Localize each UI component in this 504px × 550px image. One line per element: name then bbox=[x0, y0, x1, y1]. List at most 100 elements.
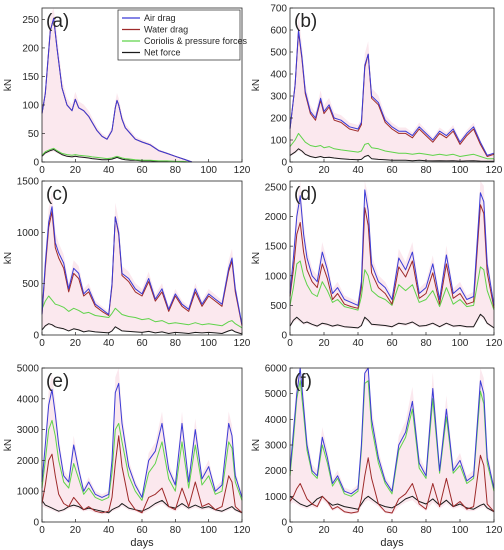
x-tick-label: 40 bbox=[103, 165, 115, 176]
x-tick-label: 20 bbox=[318, 525, 330, 536]
series-line-coriolis-pressure bbox=[289, 380, 495, 497]
y-tick-label: 0 bbox=[33, 331, 39, 342]
x-tick-label: 60 bbox=[386, 525, 398, 536]
x-tick-label: 40 bbox=[352, 165, 364, 176]
legend-label-water-drag: Water drag bbox=[144, 25, 188, 35]
y-tick-label: 500 bbox=[270, 48, 287, 59]
series-line-coriolis-pressure bbox=[41, 419, 243, 501]
x-tick-label: 80 bbox=[170, 338, 182, 349]
y-axis-label: kN bbox=[3, 79, 14, 91]
x-tick-label: 60 bbox=[386, 165, 398, 176]
panel-label: (b) bbox=[294, 11, 317, 32]
x-tick-label: 100 bbox=[200, 525, 217, 536]
legend-label-net-force: Net force bbox=[144, 48, 181, 58]
y-tick-label: 400 bbox=[270, 70, 287, 81]
x-tick-label: 0 bbox=[287, 525, 293, 536]
series-line-water-drag bbox=[41, 211, 243, 326]
y-tick-label: 4000 bbox=[265, 415, 288, 426]
legend-label-air-drag: Air drag bbox=[144, 13, 176, 23]
y-tick-label: 500 bbox=[22, 279, 39, 290]
x-tick-label: 60 bbox=[386, 338, 398, 349]
variability-band bbox=[42, 368, 242, 515]
x-tick-label: 40 bbox=[103, 525, 115, 536]
x-tick-label: 100 bbox=[452, 338, 469, 349]
series-line-air-drag bbox=[41, 206, 243, 325]
x-tick-label: 120 bbox=[486, 525, 503, 536]
x-tick-label: 120 bbox=[234, 338, 251, 349]
panel-label: (d) bbox=[294, 184, 317, 205]
y-tick-label: 3000 bbox=[17, 425, 40, 436]
variability-band bbox=[290, 181, 494, 329]
y-tick-label: 1500 bbox=[265, 242, 288, 253]
x-tick-label: 60 bbox=[136, 525, 148, 536]
series-line-coriolis-pressure bbox=[289, 132, 494, 160]
y-axis-label: kN bbox=[251, 439, 262, 451]
y-tick-label: 2500 bbox=[265, 182, 288, 193]
y-tick-label: 600 bbox=[270, 26, 287, 37]
series-line-air-drag bbox=[289, 367, 495, 495]
series-line-coriolis-pressure bbox=[41, 147, 192, 163]
variability-band bbox=[290, 368, 494, 515]
x-tick-label: 0 bbox=[287, 165, 293, 176]
panel-2: 0 20 40 60 80 100 120 0 100 200 300 400 500 600 700 kN (… bbox=[251, 4, 503, 177]
series-line-net-force bbox=[289, 148, 494, 162]
y-axis-label: kN bbox=[251, 252, 262, 264]
x-tick-label: 0 bbox=[39, 165, 45, 176]
y-axis-label: kN bbox=[251, 79, 262, 91]
y-tick-label: 1500 bbox=[17, 177, 40, 188]
x-tick-label: 40 bbox=[352, 525, 364, 536]
series-line-air-drag bbox=[289, 189, 495, 306]
y-tick-label: 6000 bbox=[265, 364, 288, 375]
y-tick-label: 150 bbox=[22, 72, 39, 83]
x-axis-label: days bbox=[130, 537, 154, 549]
x-tick-label: 120 bbox=[234, 165, 251, 176]
y-tick-label: 200 bbox=[22, 43, 39, 54]
x-tick-label: 0 bbox=[287, 338, 293, 349]
y-tick-label: 0 bbox=[281, 331, 287, 342]
x-tick-label: 20 bbox=[70, 338, 82, 349]
series-line-net-force bbox=[289, 313, 495, 329]
y-tick-label: 1000 bbox=[265, 492, 288, 503]
panel-label: (e) bbox=[46, 371, 69, 392]
y-tick-label: 4000 bbox=[17, 394, 40, 405]
x-tick-label: 80 bbox=[420, 165, 432, 176]
series-line-coriolis-pressure bbox=[289, 260, 495, 311]
panel-4: 0 20 40 60 80 100 120 0 500 1000 1500 2000 2500 kN (d) bbox=[251, 180, 503, 349]
x-tick-label: 0 bbox=[39, 525, 45, 536]
x-tick-label: 40 bbox=[352, 338, 364, 349]
y-tick-label: 0 bbox=[33, 518, 39, 529]
x-tick-label: 20 bbox=[70, 525, 82, 536]
y-axis-label: kN bbox=[3, 439, 14, 451]
variability-band bbox=[42, 8, 192, 162]
panel-3: 0 20 40 60 80 100 120 0 500 1000 1500 kN (c) bbox=[3, 177, 251, 350]
series-line-water-drag bbox=[41, 435, 243, 514]
y-tick-label: 1000 bbox=[17, 228, 40, 239]
y-tick-label: 0 bbox=[281, 518, 287, 529]
panel-label: (a) bbox=[46, 11, 69, 32]
series-line-air-drag bbox=[289, 29, 495, 156]
series-line-net-force bbox=[289, 495, 495, 513]
panel-5: 0 20 40 60 80 100 120 0 1000 2000 3000 4000 5000 kN da… bbox=[3, 364, 251, 550]
series-line-water-drag bbox=[289, 454, 495, 514]
y-tick-label: 0 bbox=[281, 158, 287, 169]
y-tick-label: 200 bbox=[270, 114, 287, 125]
x-tick-label: 100 bbox=[452, 525, 469, 536]
y-tick-label: 2000 bbox=[265, 212, 288, 223]
y-tick-label: 100 bbox=[270, 136, 287, 147]
panel-6: 0 20 40 60 80 100 120 0 1000 2000 3000 4000 5000 6000… bbox=[251, 364, 503, 550]
x-axis-label: days bbox=[380, 537, 404, 549]
series-line-water-drag bbox=[289, 31, 495, 157]
x-tick-label: 60 bbox=[136, 165, 148, 176]
panel-1: 0 20 40 60 80 100 120 0 50 100 150 200 250 kN (a) bbox=[3, 7, 251, 176]
y-tick-label: 5000 bbox=[17, 364, 40, 375]
series-line-air-drag bbox=[41, 382, 243, 498]
x-tick-label: 100 bbox=[200, 338, 217, 349]
x-tick-label: 120 bbox=[486, 338, 503, 349]
x-tick-label: 80 bbox=[420, 525, 432, 536]
series-line-net-force bbox=[41, 499, 243, 514]
x-tick-label: 20 bbox=[70, 165, 82, 176]
y-tick-label: 250 bbox=[22, 15, 39, 26]
x-tick-label: 20 bbox=[318, 338, 330, 349]
